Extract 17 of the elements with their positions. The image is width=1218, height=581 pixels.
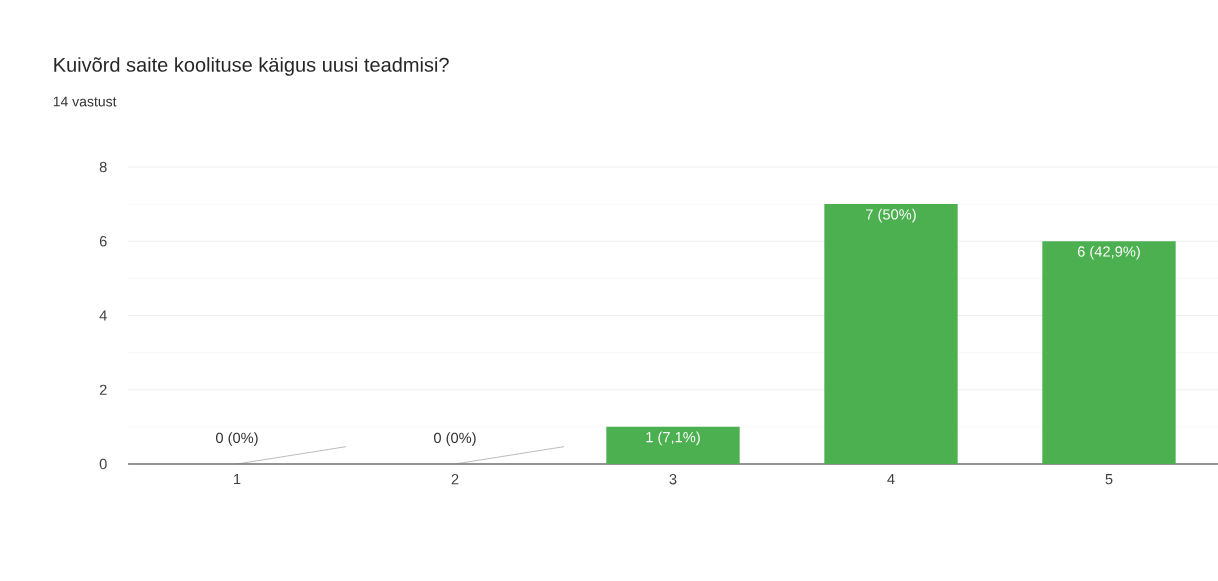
x-tick-label: 4 (887, 474, 895, 485)
data-label: 6 (42,9%) (1077, 245, 1140, 260)
x-tick-label: 5 (1105, 474, 1113, 485)
y-tick-label: 2 (99, 384, 107, 395)
y-tick-label: 0 (99, 458, 107, 470)
x-tick-label: 1 (234, 474, 241, 485)
data-label: 0 (0%) (215, 432, 258, 446)
data-label: 1 (7,1%) (646, 431, 700, 446)
x-tick-label: 2 (451, 474, 459, 485)
y-tick-label: 6 (99, 236, 107, 247)
x-tick-label: 3 (669, 474, 677, 485)
chart-title: Kuivõrd saite koolituse käigus uusi teadmisi? (54, 57, 449, 76)
y-tick-label: 4 (99, 310, 107, 321)
chart-subtitle: 14 vastust (53, 96, 117, 107)
y-tick-label: 8 (99, 161, 107, 173)
data-label: 0 (0%) (433, 432, 476, 446)
data-label: 7 (50%) (866, 208, 916, 223)
